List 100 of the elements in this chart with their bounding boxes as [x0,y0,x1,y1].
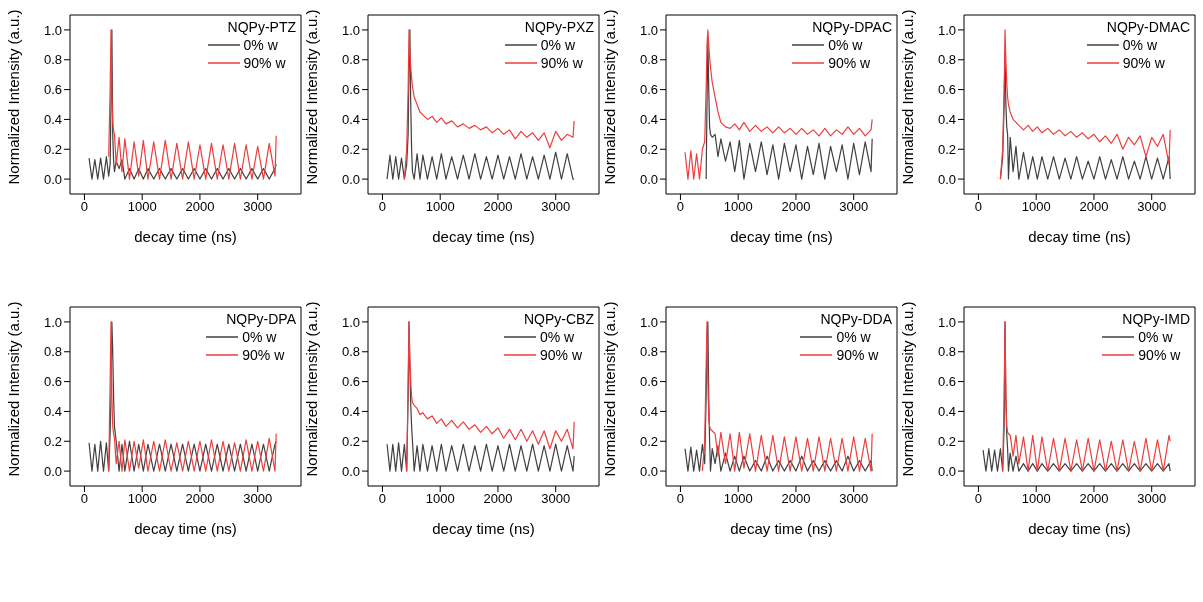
y-tick-label: 0.2 [341,433,360,449]
y-tick-label: 0.8 [639,52,658,68]
y-tick-label: 0.0 [639,463,658,479]
y-tick-label: 0.8 [341,52,360,68]
legend-label: 0% w [242,328,277,346]
y-tick-label: 1.0 [639,314,658,330]
x-axis-title: decay time (ns) [1028,520,1131,537]
y-tick-label: 0.4 [43,404,62,420]
x-axis-title: decay time (ns) [134,228,237,245]
y-axis-title: Normalized Intensity (a.u.) [303,9,321,185]
x-tick-label: 2000 [185,491,215,507]
legend-label: 90% w [836,346,879,364]
y-tick-label: 0.2 [937,433,956,449]
x-tick-label: 2000 [185,199,215,215]
x-axis-title: decay time (ns) [432,228,535,245]
x-axis-title: decay time (ns) [134,520,237,537]
y-axis-title: Normalized Intensity (a.u.) [601,301,619,477]
legend-label: 0% w [1122,36,1157,54]
x-tick-label: 2000 [781,199,811,215]
x-tick-label: 0 [378,199,387,215]
legend-label: 90% w [828,54,871,72]
y-tick-label: 0.8 [639,344,658,360]
y-tick-label: 1.0 [43,22,62,38]
y-tick-label: 0.0 [341,171,360,187]
legend-title: NQPy-DPAC [811,18,892,36]
y-tick-label: 1.0 [639,22,658,38]
y-tick-label: 0.4 [341,112,360,128]
y-tick-label: 0.6 [43,82,62,98]
x-tick-label: 1000 [425,491,455,507]
legend-label: 0% w [540,36,575,54]
y-tick-label: 0.0 [937,463,956,479]
x-tick-label: 2000 [483,491,513,507]
x-tick-label: 0 [676,199,685,215]
y-tick-label: 0.4 [341,404,360,420]
legend-label: 90% w [243,54,286,72]
y-tick-label: 1.0 [937,22,956,38]
legend-title: NQPy-PTZ [226,18,296,36]
legend-label: 0% w [828,36,863,54]
y-axis-title: Normalized Intensity (a.u.) [601,9,619,185]
x-axis-title: decay time (ns) [1028,228,1131,245]
x-tick-label: 3000 [1137,491,1167,507]
y-tick-label: 1.0 [341,314,360,330]
legend-label: 90% w [242,346,285,364]
y-axis-title: Normalized Intensity (a.u.) [899,301,917,477]
x-tick-label: 3000 [541,491,571,507]
x-tick-label: 3000 [839,199,869,215]
y-tick-label: 0.0 [43,171,62,187]
y-tick-label: 0.6 [341,374,360,390]
x-tick-label: 0 [378,491,387,507]
y-tick-label: 0.8 [43,52,62,68]
legend-title: NQPy-DPA [225,310,296,328]
y-tick-label: 0.4 [937,112,956,128]
x-tick-label: 0 [974,199,983,215]
x-tick-label: 0 [80,199,89,215]
legend-label: 90% w [540,54,583,72]
x-tick-label: 2000 [483,199,513,215]
x-axis-title: decay time (ns) [730,228,833,245]
x-tick-label: 1000 [723,199,753,215]
legend-label: 0% w [540,328,575,346]
legend-title: NQPy-PXZ [523,18,594,36]
y-tick-label: 0.4 [937,404,956,420]
y-tick-label: 0.0 [639,171,658,187]
y-tick-label: 0.0 [43,463,62,479]
x-tick-label: 1000 [723,491,753,507]
y-tick-label: 0.2 [639,433,658,449]
legend-label: 90% w [1122,54,1165,72]
x-tick-label: 3000 [1137,199,1167,215]
y-tick-label: 0.6 [43,374,62,390]
x-axis-title: decay time (ns) [432,520,535,537]
legend-title: NQPy-CBZ [523,310,594,328]
y-tick-label: 0.6 [341,82,360,98]
legend-title: NQPy-DMAC [1105,18,1190,36]
legend-label: 90% w [540,346,583,364]
y-axis-title: Normalized Intensity (a.u.) [899,9,917,185]
x-tick-label: 1000 [1021,199,1051,215]
legend-label: 0% w [1138,328,1173,346]
x-tick-label: 3000 [243,199,273,215]
y-tick-label: 0.4 [43,112,62,128]
y-axis-title: Normalized Intensity (a.u.) [5,301,23,477]
y-tick-label: 1.0 [341,22,360,38]
y-tick-label: 1.0 [937,314,956,330]
y-tick-label: 0.8 [937,52,956,68]
y-tick-label: 0.6 [639,374,658,390]
y-tick-label: 0.2 [937,141,956,157]
y-tick-label: 0.2 [639,141,658,157]
x-tick-label: 3000 [541,199,571,215]
x-tick-label: 1000 [127,199,157,215]
x-tick-label: 0 [80,491,89,507]
y-tick-label: 0.8 [43,344,62,360]
y-tick-label: 0.6 [937,82,956,98]
y-tick-label: 0.2 [341,141,360,157]
y-axis-title: Normalized Intensity (a.u.) [5,9,23,185]
y-tick-label: 1.0 [43,314,62,330]
x-tick-label: 0 [676,491,685,507]
x-tick-label: 3000 [243,491,273,507]
y-tick-label: 0.6 [639,82,658,98]
legend-title: NQPy-IMD [1121,310,1190,328]
y-tick-label: 0.2 [43,141,62,157]
x-tick-label: 2000 [1079,491,1109,507]
legend-label: 90% w [1138,346,1181,364]
